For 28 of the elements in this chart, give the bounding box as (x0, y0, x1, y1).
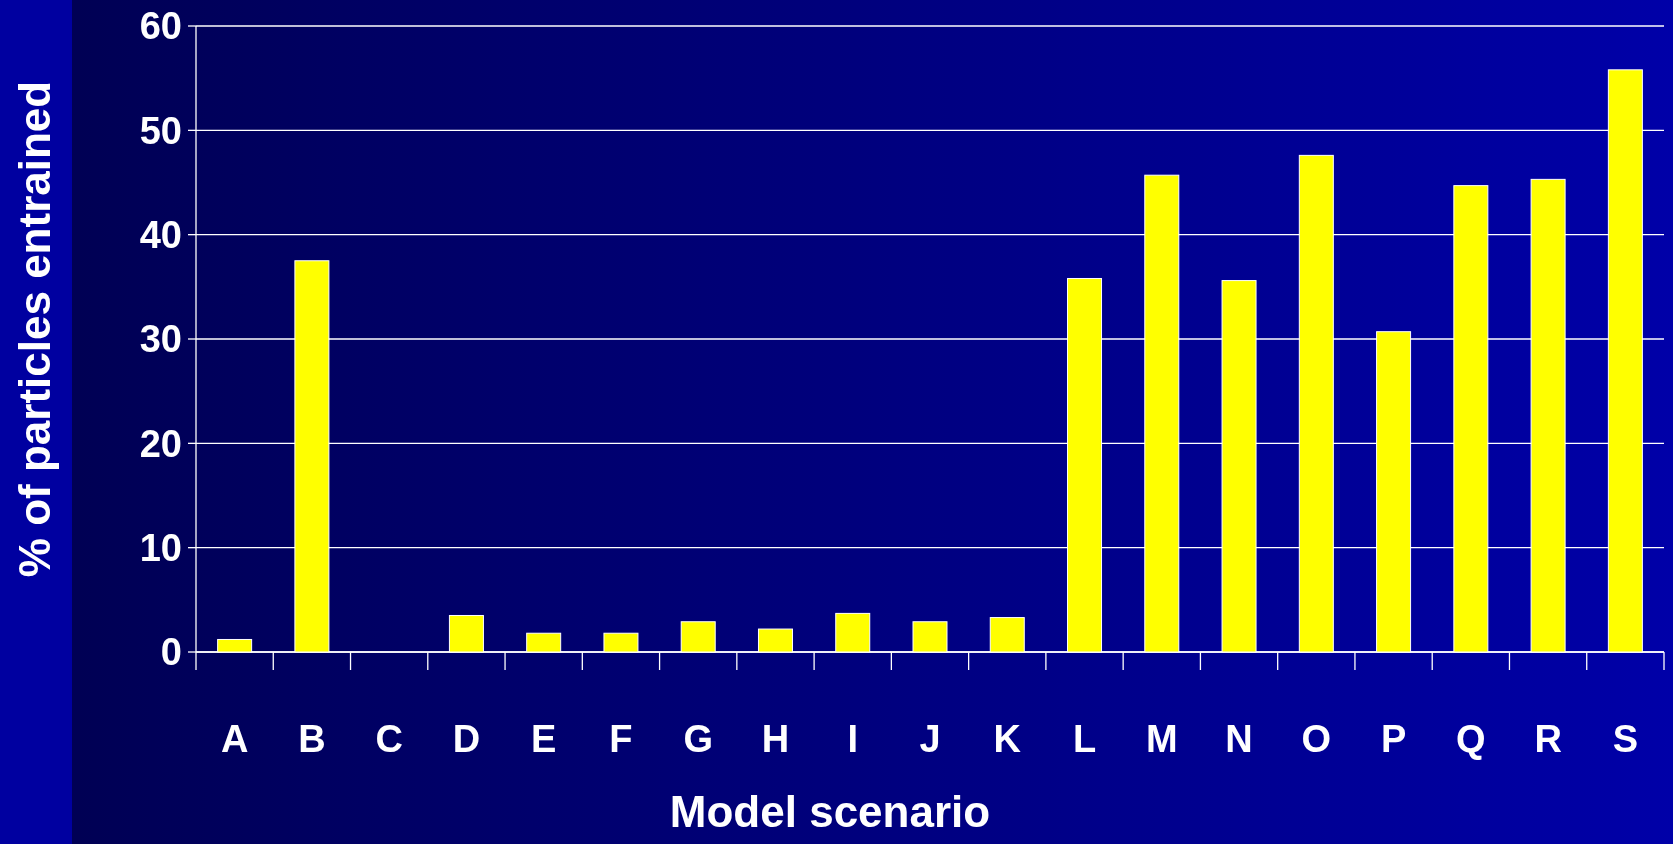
x-tick-label: I (847, 718, 859, 760)
y-tick-label: 20 (139, 422, 182, 465)
x-tick-label: O (1301, 718, 1332, 760)
x-tick-label: Q (1456, 718, 1486, 760)
x-tick-label: S (1612, 718, 1639, 760)
x-tick-label: N (1225, 718, 1253, 760)
y-tick-label: 50 (139, 109, 182, 152)
x-tick-label: M (1145, 718, 1178, 760)
y-tick-label: 60 (139, 5, 182, 48)
y-tick-label: 0 (160, 631, 182, 674)
x-tick-label: B (298, 718, 326, 760)
x-tick-label: J (919, 718, 941, 760)
x-axis-title: Model scenario (669, 787, 991, 836)
x-tick-label: E (531, 718, 557, 760)
x-tick-label: R (1534, 718, 1562, 760)
y-axis-title: % of particles entrained (10, 80, 59, 578)
x-tick-label: A (220, 718, 249, 760)
y-tick-label: 40 (139, 213, 182, 256)
x-tick-label: L (1072, 718, 1097, 760)
y-tick-label: 10 (139, 526, 182, 569)
x-tick-label: D (452, 718, 481, 760)
y-tick-label: 30 (139, 318, 182, 361)
x-tick-label: G (683, 718, 713, 760)
x-tick-label: K (993, 718, 1022, 760)
x-tick-label: H (761, 718, 790, 760)
x-tick-label: P (1380, 718, 1407, 760)
x-tick-label: C (375, 718, 403, 760)
x-tick-label: F (609, 718, 633, 760)
